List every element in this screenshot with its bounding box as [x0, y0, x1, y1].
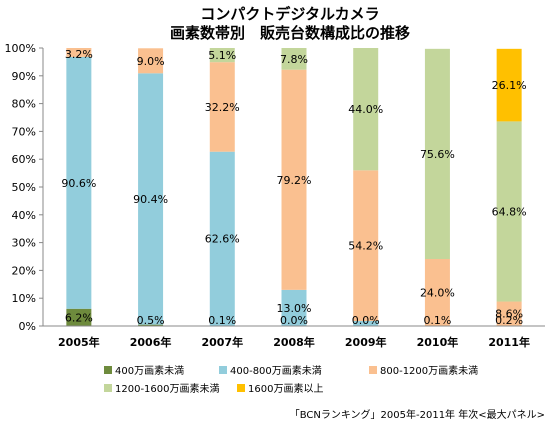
legend-label: 800-1200万画素未満	[380, 364, 478, 377]
bar-segment	[424, 259, 450, 326]
data-label: 90.4%	[133, 193, 168, 206]
x-tick-label: 2009年	[345, 335, 387, 349]
chart-title-line-1: コンパクトデジタルカメラ	[200, 5, 379, 23]
x-tick-label: 2011年	[488, 335, 530, 349]
data-label: 90.6%	[61, 177, 96, 190]
data-label: 26.1%	[492, 79, 527, 92]
bar-segment	[66, 56, 92, 309]
y-tick-label: 50%	[12, 181, 36, 194]
bar-segment	[496, 301, 522, 326]
x-tick-label: 2006年	[130, 335, 172, 349]
legend-swatch	[369, 366, 377, 374]
data-label: 0.0%	[280, 314, 308, 327]
y-tick-label: 70%	[12, 125, 36, 138]
bars	[66, 48, 522, 326]
x-tick-label: 2008年	[273, 335, 315, 349]
legend-label: 400万画素未満	[115, 364, 184, 377]
x-tick-label: 2010年	[417, 335, 459, 349]
x-axis: 2005年 2006年 2007年 2008年 2009年 2010年 2011年	[43, 325, 545, 349]
y-tick-label: 20%	[12, 264, 36, 277]
source-note: 「BCNランキング」2005年-2011年 年次<最大パネル>	[290, 408, 545, 421]
bar-segment	[281, 289, 307, 326]
data-label: 0.1%	[423, 314, 451, 327]
data-label: 54.2%	[348, 240, 383, 253]
y-tick-label: 30%	[12, 237, 36, 250]
data-label: 9.0%	[137, 55, 165, 68]
bar-segment	[209, 48, 235, 63]
x-tick-label: 2005年	[58, 335, 100, 349]
data-label: 0.2%	[495, 314, 523, 327]
bar-segment	[353, 48, 379, 171]
legend-label: 1200-1600万画素未満	[115, 382, 220, 395]
data-label: 0.1%	[208, 314, 236, 327]
y-tick-label: 90%	[12, 70, 36, 83]
bar-segment	[353, 170, 379, 321]
y-tick-label: 10%	[12, 292, 36, 305]
y-axis: 0% 10% 20% 30% 40% 50% 60% 70% 80% 90% 100%	[5, 42, 44, 333]
legend: 400万画素未満 400-800万画素未満 800-1200万画素未満 1200-16…	[104, 364, 478, 395]
bar-segment	[209, 62, 235, 152]
bar-segment	[138, 73, 164, 325]
y-tick-label: 40%	[12, 209, 36, 222]
data-label: 0.0%	[352, 314, 380, 327]
data-label: 64.8%	[492, 205, 527, 218]
bar-segment	[353, 320, 379, 326]
data-label: 79.2%	[277, 174, 312, 187]
y-tick-label: 100%	[5, 42, 36, 55]
bar-segment	[424, 48, 450, 260]
x-tick-label: 2007年	[201, 335, 243, 349]
y-tick-label: 60%	[12, 153, 36, 166]
y-tick-label: 80%	[12, 98, 36, 111]
data-label: 7.8%	[280, 53, 308, 66]
data-label: 8.6%	[495, 307, 523, 320]
bar-segment	[138, 48, 164, 74]
bar-segment	[138, 324, 164, 326]
legend-swatch	[237, 384, 245, 392]
data-label: 5.1%	[208, 49, 236, 62]
bar-segment	[281, 48, 307, 70]
data-label: 44.0%	[348, 103, 383, 116]
bar-segment	[66, 308, 92, 326]
data-label: 6.2%	[65, 311, 93, 324]
data-label: 13.0%	[277, 302, 312, 315]
legend-swatch	[219, 366, 227, 374]
legend-swatch	[104, 384, 112, 392]
data-label: 62.6%	[205, 233, 240, 246]
legend-swatch	[104, 366, 112, 374]
bar-segment	[496, 48, 522, 122]
data-label: 75.6%	[420, 148, 455, 161]
data-labels: 6.2% 90.6% 3.2% 0.5% 90.4% 9.0% 0.1% 62.6% 32.2%…	[61, 48, 526, 327]
y-tick-label: 0%	[19, 320, 36, 333]
bar-segment	[66, 48, 92, 57]
chart-title-line-2: 画素数帯別 販売台数構成比の推移	[170, 24, 410, 42]
data-label: 32.2%	[205, 101, 240, 114]
data-label: 3.2%	[65, 48, 93, 61]
bar-segment	[281, 69, 307, 290]
legend-label: 400-800万画素未満	[230, 364, 322, 377]
data-label: 24.0%	[420, 286, 455, 299]
bar-segment	[496, 121, 522, 302]
legend-label: 1600万画素以上	[248, 382, 323, 395]
bar-segment	[209, 151, 235, 326]
data-label: 0.5%	[137, 314, 165, 327]
